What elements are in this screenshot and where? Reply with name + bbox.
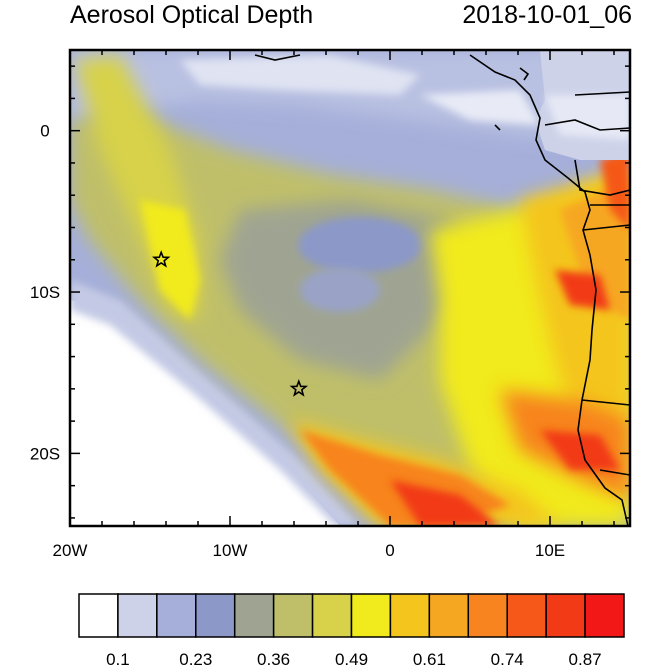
y-tick-label: 0 (40, 122, 49, 141)
colorbar-swatch (195, 593, 236, 638)
x-tick-label: 10E (535, 541, 565, 560)
x-tick-label: 0 (385, 541, 394, 560)
colorbar-swatch (350, 593, 392, 638)
colorbar-label: 0.49 (335, 650, 368, 667)
colorbar-swatch (117, 593, 158, 638)
map-title: Aerosol Optical Depth (70, 1, 314, 29)
y-tick-label: 10S (30, 283, 60, 302)
coastline (254, 54, 630, 526)
colorbar-swatch (389, 593, 431, 638)
colorbar-swatch (233, 593, 275, 638)
colorbar-label: 0.1 (106, 650, 130, 667)
colorbar-swatch (311, 593, 353, 638)
x-tick-label: 10W (213, 541, 248, 560)
colorbar-swatch (506, 593, 547, 638)
colorbar-swatch (467, 593, 508, 638)
colorbar-label: 0.36 (257, 650, 290, 667)
star-marker-south (289, 379, 309, 397)
station-markers (151, 250, 309, 397)
axis-tick-labels: 20W 10W 0 10E 0 10S 20S (30, 122, 565, 560)
colorbar-swatch (584, 593, 625, 638)
colorbar-swatch (545, 593, 586, 638)
colorbar-swatch (156, 593, 197, 638)
colorbar-label: 0.74 (491, 650, 524, 667)
plot-frame (68, 48, 632, 528)
colorbar-swatch (78, 593, 119, 638)
star-marker-north (151, 250, 171, 268)
aod-field (70, 50, 630, 526)
timestamp-label: 2018-10-01_06 (462, 1, 632, 29)
colorbar-label: 0.61 (413, 650, 446, 667)
colorbar-swatch (272, 593, 314, 638)
y-tick-label: 20S (30, 444, 60, 463)
colorbar: 0.1 0.23 0.36 0.49 0.61 0.74 0.87 (78, 593, 625, 667)
axis-ticks (69, 50, 630, 526)
colorbar-label: 0.87 (569, 650, 602, 667)
x-tick-label: 20W (53, 541, 88, 560)
colorbar-swatch (428, 593, 470, 638)
colorbar-label: 0.23 (179, 650, 212, 667)
